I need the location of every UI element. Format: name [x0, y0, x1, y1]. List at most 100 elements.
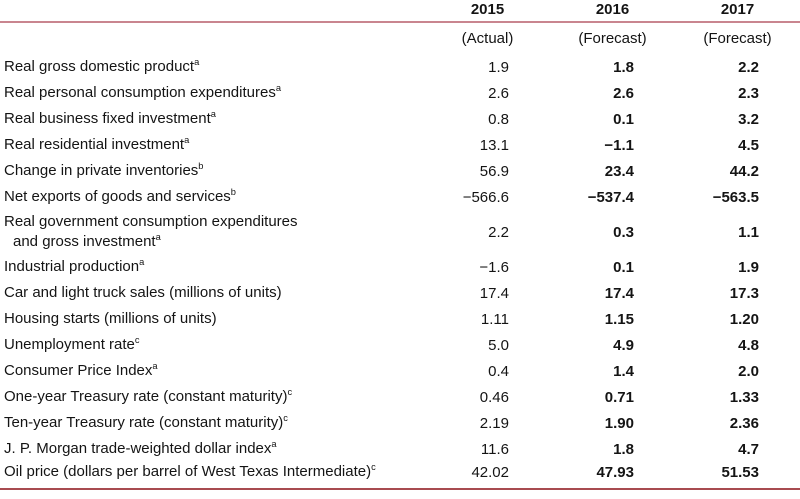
- cell-2017: 1.33: [729, 388, 759, 406]
- cell-2017: 17.3: [729, 284, 759, 302]
- cell-2016: 0.1: [613, 110, 634, 128]
- cell-2015: −566.6: [462, 188, 509, 206]
- cell-2015: 56.9: [479, 162, 509, 180]
- cell-2015: 2.6: [488, 84, 509, 102]
- row-label: Real business fixed investmenta: [4, 109, 216, 127]
- footnote-marker: b: [198, 161, 204, 171]
- row-label-line2: and gross investmenta: [13, 232, 161, 250]
- cell-2017: 2.0: [738, 362, 759, 380]
- row-label: Car and light truck sales (millions of u…: [4, 284, 282, 301]
- header-spacer: [0, 0, 425, 23]
- cell-2016: 1.90: [604, 414, 634, 432]
- year-header-row: 2015 2016 2017: [0, 0, 800, 23]
- col-header-2016: 2016: [550, 0, 675, 23]
- cell-2016: 1.8: [613, 58, 634, 76]
- cell-2016: 1.4: [613, 362, 634, 380]
- table-row: Real business fixed investmenta 0.8 0.1 …: [0, 106, 800, 132]
- footnote-marker: a: [271, 439, 277, 449]
- table-row: J. P. Morgan trade-weighted dollar index…: [0, 436, 800, 462]
- cell-2015: 1.9: [488, 58, 509, 76]
- table-row: Ten-year Treasury rate (constant maturit…: [0, 410, 800, 436]
- footnote-marker: a: [275, 83, 282, 93]
- col-header-2015: 2015: [425, 0, 550, 23]
- cell-2016: 2.6: [613, 84, 634, 102]
- cell-2015: 0.4: [488, 362, 509, 380]
- table-row: Oil price (dollars per barrel of West Te…: [0, 462, 800, 490]
- row-label: Real personal consumption expendituresa: [4, 83, 282, 101]
- table-row: Real personal consumption expendituresa …: [0, 80, 800, 106]
- footnote-marker: a: [155, 232, 161, 242]
- footnote-marker: c: [371, 462, 376, 472]
- footnote-marker: a: [194, 57, 200, 67]
- cell-2016: 47.93: [550, 462, 675, 490]
- footnote-marker: c: [134, 335, 140, 345]
- row-label: Ten-year Treasury rate (constant maturit…: [4, 413, 288, 431]
- cell-2015: 17.4: [479, 284, 509, 302]
- footnote-marker: c: [283, 413, 288, 423]
- cell-2016: −537.4: [587, 188, 634, 206]
- cell-2015: 2.2: [488, 223, 509, 241]
- row-label: Consumer Price Indexa: [4, 361, 158, 379]
- cell-2017: 2.36: [729, 414, 759, 432]
- cell-2015: 0.46: [479, 388, 509, 406]
- footnote-marker: b: [230, 187, 236, 197]
- table-row: Real government consumption expenditures…: [0, 210, 800, 254]
- cell-2017: 4.5: [738, 136, 759, 154]
- subheader-actual: (Actual): [461, 30, 514, 47]
- subheader-row: (Actual) (Forecast) (Forecast): [0, 22, 800, 54]
- row-label: Change in private inventoriesb: [4, 161, 204, 179]
- footnote-marker: a: [184, 135, 190, 145]
- cell-2015: 0.8: [488, 110, 509, 128]
- cell-2017: 1.9: [738, 258, 759, 276]
- table-row: Real residential investmenta 13.1 −1.1 4…: [0, 132, 800, 158]
- table-row: One-year Treasury rate (constant maturit…: [0, 384, 800, 410]
- cell-2017: 2.2: [738, 58, 759, 76]
- cell-2016: 1.15: [604, 310, 634, 328]
- table-row: Change in private inventoriesb 56.9 23.4…: [0, 158, 800, 184]
- cell-2017: 1.20: [729, 310, 759, 328]
- cell-2017: 4.8: [738, 336, 759, 354]
- cell-2017: 4.7: [738, 440, 759, 458]
- cell-2015: 42.02: [425, 462, 550, 490]
- cell-2017: 3.2: [738, 110, 759, 128]
- row-label: Industrial productiona: [4, 257, 145, 275]
- col-header-2017: 2017: [675, 0, 800, 23]
- row-label: Real residential investmenta: [4, 135, 190, 153]
- subheader-forecast-2017: (Forecast): [703, 30, 772, 47]
- footnote-marker: c: [287, 387, 293, 397]
- row-label: One-year Treasury rate (constant maturit…: [4, 387, 293, 405]
- cell-2016: 17.4: [604, 284, 634, 302]
- footnote-marker: a: [210, 109, 216, 119]
- cell-2015: 13.1: [479, 136, 509, 154]
- table-row: Consumer Price Indexa 0.4 1.4 2.0: [0, 358, 800, 384]
- table-row: Real gross domestic producta 1.9 1.8 2.2: [0, 54, 800, 80]
- row-label: Unemployment ratec: [4, 335, 140, 353]
- table-row: Housing starts (millions of units) 1.11 …: [0, 306, 800, 332]
- row-label: Net exports of goods and servicesb: [4, 187, 236, 205]
- table-row: Net exports of goods and servicesb −566.…: [0, 184, 800, 210]
- cell-2017: 51.53: [675, 462, 800, 490]
- table-row: Unemployment ratec 5.0 4.9 4.8: [0, 332, 800, 358]
- cell-2017: −563.5: [712, 188, 759, 206]
- cell-2016: 0.3: [613, 223, 634, 241]
- cell-2017: 2.3: [738, 84, 759, 102]
- table-row: Industrial productiona −1.6 0.1 1.9: [0, 254, 800, 280]
- row-label: Real gross domestic producta: [4, 57, 200, 75]
- cell-2016: 0.1: [613, 258, 634, 276]
- cell-2016: 23.4: [604, 162, 634, 180]
- row-label-line1: Real government consumption expenditures: [4, 213, 298, 230]
- subheader-spacer: [0, 22, 425, 54]
- row-label: J. P. Morgan trade-weighted dollar index…: [4, 439, 277, 457]
- cell-2015: 1.11: [480, 310, 509, 328]
- cell-2017: 1.1: [738, 223, 759, 241]
- cell-2015: 11.6: [480, 440, 509, 458]
- cell-2015: 2.19: [479, 414, 509, 432]
- row-label: Housing starts (millions of units): [4, 310, 217, 327]
- footnote-marker: a: [139, 257, 145, 267]
- cell-2017: 44.2: [729, 162, 759, 180]
- cell-2016: 0.71: [604, 388, 634, 406]
- cell-2016: 1.8: [613, 440, 634, 458]
- row-label: Oil price (dollars per barrel of West Te…: [0, 462, 425, 490]
- cell-2016: −1.1: [604, 136, 634, 154]
